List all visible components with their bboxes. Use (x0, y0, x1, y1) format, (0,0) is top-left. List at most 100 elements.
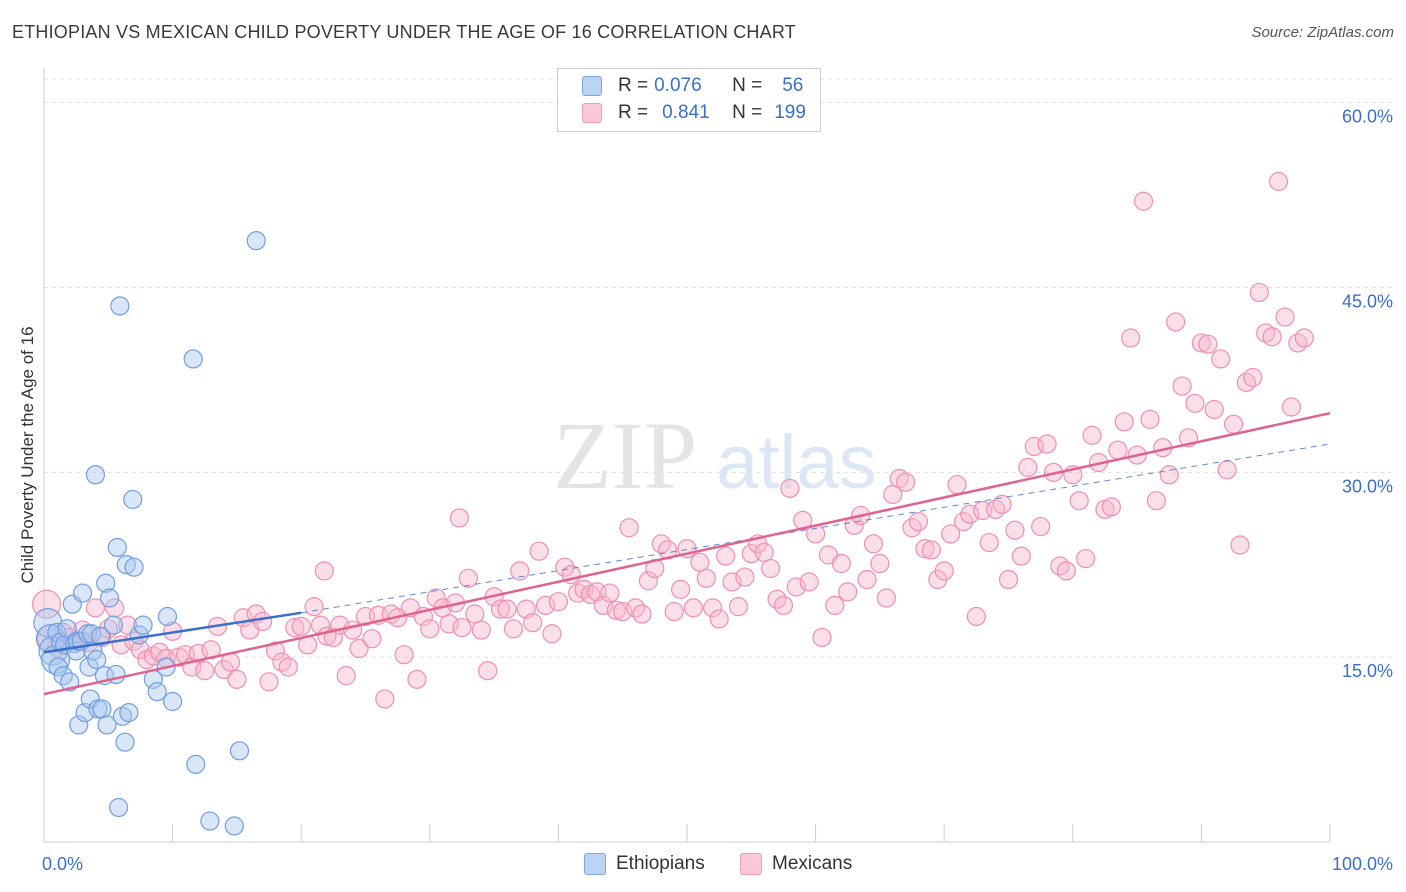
watermark-atlas: atlas (716, 420, 877, 505)
mexicans-points (31, 171, 1314, 709)
mexicans-point-92 (613, 601, 633, 622)
ethiopians-point-50 (183, 349, 203, 369)
mexicans-point-168 (1101, 497, 1121, 517)
mexicans-point-106 (703, 598, 723, 618)
ethiopians-legend-label: Ethiopians (616, 853, 705, 874)
mexicans-point-143 (941, 524, 961, 544)
mexicans-point-110 (728, 597, 749, 617)
mexicans-point-183 (1198, 334, 1218, 354)
mexicans-point-125 (825, 595, 845, 616)
mexicans-point-170 (1114, 412, 1134, 432)
mexicans-point-62 (426, 588, 446, 608)
ethiopians-swatch (582, 76, 602, 96)
mexicans-point-48 (336, 666, 356, 686)
mexicans-swatch (582, 103, 602, 123)
ethiopians-point-24 (85, 465, 106, 485)
mexicans-point-70 (471, 620, 491, 640)
ethiopians-point-27 (90, 626, 111, 646)
mexicans-r-value: 0.841 (662, 102, 710, 123)
mexicans-point-158 (1037, 434, 1057, 454)
mexicans-point-165 (1082, 425, 1102, 445)
mexicans-point-196 (1281, 397, 1302, 417)
ethiopians-point-49 (163, 691, 183, 712)
mexicans-point-187 (1223, 414, 1244, 434)
mexicans-point-127 (838, 582, 858, 602)
mexicans-point-145 (953, 512, 974, 532)
mexicans-point-49 (343, 620, 363, 640)
mexicans-point-78 (523, 613, 543, 633)
ethiopians-point-48 (157, 606, 178, 627)
mexicans-point-118 (780, 478, 800, 498)
mexicans-point-169 (1108, 440, 1128, 460)
ethiopians-n-label: N = (732, 75, 763, 96)
mexicans-point-34 (253, 611, 273, 632)
mexicans-point-39 (285, 617, 305, 638)
mexicans-point-194 (1268, 171, 1289, 192)
mexicans-point-177 (1159, 465, 1179, 485)
ethiopians-point-40 (119, 703, 139, 723)
y-tick-label-1: 30.0% (1342, 476, 1393, 496)
y-tick-label-2: 45.0% (1342, 291, 1393, 311)
mexicans-point-28 (214, 659, 234, 680)
mexicans-point-114 (754, 542, 774, 563)
mexicans-point-64 (439, 614, 459, 634)
ethiopians-point-33 (103, 615, 124, 635)
mexicans-point-174 (1140, 409, 1160, 429)
ethiopians-trend-line (43, 611, 302, 654)
ethiopians-trend-dashed (301, 443, 1331, 614)
mexicans-point-189 (1236, 372, 1257, 392)
mexicans-point-38 (278, 657, 298, 677)
ethiopians-point-25 (87, 650, 107, 670)
mexicans-legend-swatch (740, 853, 762, 875)
mexicans-point-101 (670, 579, 691, 599)
mexicans-point-195 (1275, 307, 1295, 327)
axes (43, 68, 1331, 843)
mexicans-point-161 (1056, 561, 1076, 581)
mexicans-point-109 (722, 572, 742, 592)
legend-row-mexicans: R = 0.841 N = 199 (582, 101, 806, 125)
mexicans-point-182 (1191, 333, 1212, 353)
ethiopians-r-label: R = (618, 75, 649, 96)
gridlines (44, 78, 1392, 658)
ethiopians-point-28 (92, 699, 112, 719)
mexicans-point-139 (915, 539, 935, 559)
mexicans-point-121 (799, 572, 819, 592)
mexicans-point-133 (876, 588, 896, 608)
x-tick-label-min: 0.0% (42, 854, 83, 874)
mexicans-point-89 (593, 595, 614, 616)
mexicans-point-36 (265, 641, 286, 661)
mexicans-point-35 (259, 672, 279, 692)
source-label: Source: ZipAtlas.com (1251, 24, 1394, 41)
mexicans-point-8 (85, 598, 106, 618)
mexicans-point-136 (896, 472, 916, 492)
mexicans-point-163 (1069, 491, 1089, 511)
mexicans-point-160 (1050, 556, 1070, 576)
ethiopians-point-39 (116, 555, 136, 575)
mexicans-point-188 (1230, 535, 1250, 555)
tick-labels: 15.0% 30.0% 45.0% 60.0% 0.0% 100.0% (42, 107, 1393, 874)
mexicans-point-181 (1185, 393, 1205, 413)
mexicans-point-185 (1211, 349, 1231, 369)
mexicans-point-178 (1166, 312, 1186, 332)
ethiopians-points (33, 231, 266, 836)
mexicans-point-179 (1172, 376, 1192, 396)
ethiopians-point-42 (124, 557, 144, 577)
mexicans-point-197 (1288, 333, 1308, 353)
mexicans-point-198 (1294, 328, 1314, 348)
ethiopians-point-52 (200, 811, 220, 831)
chart-title: ETHIOPIAN VS MEXICAN CHILD POVERTY UNDER… (12, 22, 796, 42)
mexicans-point-191 (1249, 282, 1269, 303)
mexicans-point-149 (979, 532, 999, 553)
mexicans-point-24 (188, 643, 208, 664)
mexicans-point-67 (452, 617, 472, 638)
mexicans-point-184 (1204, 399, 1224, 420)
ethiopians-point-35 (107, 537, 127, 558)
y-tick-label-3: 60.0% (1342, 107, 1393, 127)
mexicans-point-76 (510, 561, 530, 581)
mexicans-legend-label: Mexicans (772, 853, 853, 874)
ethiopians-point-30 (96, 573, 116, 593)
mexicans-point-42 (304, 597, 324, 617)
mexicans-point-153 (1005, 520, 1025, 540)
mexicans-point-190 (1243, 367, 1263, 388)
mexicans-point-57 (394, 645, 414, 665)
